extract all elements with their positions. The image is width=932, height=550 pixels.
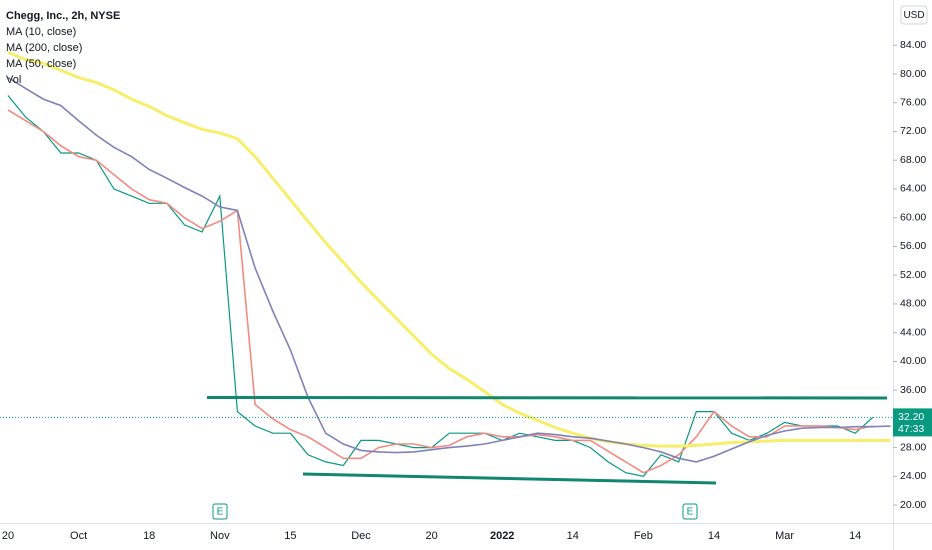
y-tick-label: 84.00 bbox=[900, 39, 926, 51]
y-tick-label: 72.00 bbox=[900, 125, 926, 137]
moving-average-line bbox=[7, 109, 873, 474]
plot-area bbox=[7, 51, 891, 477]
currency-badge[interactable] bbox=[900, 5, 928, 25]
y-tick-label: 68.00 bbox=[900, 154, 926, 166]
legend-entry: MA (10, close) bbox=[6, 26, 76, 38]
earnings-marker-label: E bbox=[687, 507, 694, 518]
earnings-marker-label: E bbox=[217, 507, 224, 518]
y-tick-label: 28.00 bbox=[900, 441, 926, 453]
support-trendline bbox=[302, 472, 717, 485]
y-tick-label: 52.00 bbox=[900, 269, 926, 281]
y-tick-label: 64.00 bbox=[900, 183, 926, 195]
y-tick-label: 24.00 bbox=[900, 470, 926, 482]
currency: USD bbox=[903, 10, 924, 21]
last-price-box bbox=[893, 408, 932, 437]
price-line bbox=[7, 95, 874, 477]
resistance-trendline bbox=[206, 396, 888, 400]
earnings-marker bbox=[682, 503, 698, 520]
y-tick-label: 36.00 bbox=[900, 384, 926, 396]
y-tick-label: 56.00 bbox=[900, 240, 926, 252]
y-tick-label: 80.00 bbox=[900, 68, 926, 80]
earnings-marker bbox=[212, 503, 228, 520]
x-tick-label: 14 bbox=[708, 530, 720, 542]
legend-volume: Vol bbox=[6, 74, 21, 86]
x-tick-label: Dec bbox=[351, 530, 371, 542]
x-tick-label: Oct bbox=[70, 530, 87, 542]
x-tick-label: 18 bbox=[143, 530, 155, 542]
x-tick-label: 20 bbox=[2, 530, 14, 542]
legend-title: Chegg, Inc., 2h, NYSE bbox=[6, 10, 120, 22]
y-tick-label: 20.00 bbox=[900, 499, 926, 511]
y-tick-label: 40.00 bbox=[900, 355, 926, 367]
moving-average-line bbox=[7, 76, 891, 463]
x-tick-label: 14 bbox=[567, 530, 579, 542]
x-tick-label: 2022 bbox=[490, 530, 514, 542]
last-price-label: 32.20 bbox=[898, 411, 924, 423]
y-tick-label: 44.00 bbox=[900, 326, 926, 338]
y-tick-label: 48.00 bbox=[900, 298, 926, 310]
x-tick-label: Mar bbox=[775, 530, 794, 542]
x-tick-label: Nov bbox=[210, 530, 230, 542]
y-tick-label: 76.00 bbox=[900, 97, 926, 109]
legend-entry: MA (50, close) bbox=[6, 58, 76, 70]
x-tick-label: 14 bbox=[849, 530, 861, 542]
legend: Chegg, Inc., 2h, NYSE MA (10, close) MA (2… bbox=[6, 10, 120, 86]
y-tick-label: 60.00 bbox=[900, 211, 926, 223]
countdown-label: 47:33 bbox=[898, 423, 924, 435]
legend-entry: MA (200, close) bbox=[6, 42, 82, 54]
x-tick-label: 15 bbox=[284, 530, 296, 542]
moving-average-line bbox=[7, 51, 891, 448]
x-tick-label: 20 bbox=[425, 530, 437, 542]
x-tick-label: Feb bbox=[634, 530, 653, 542]
